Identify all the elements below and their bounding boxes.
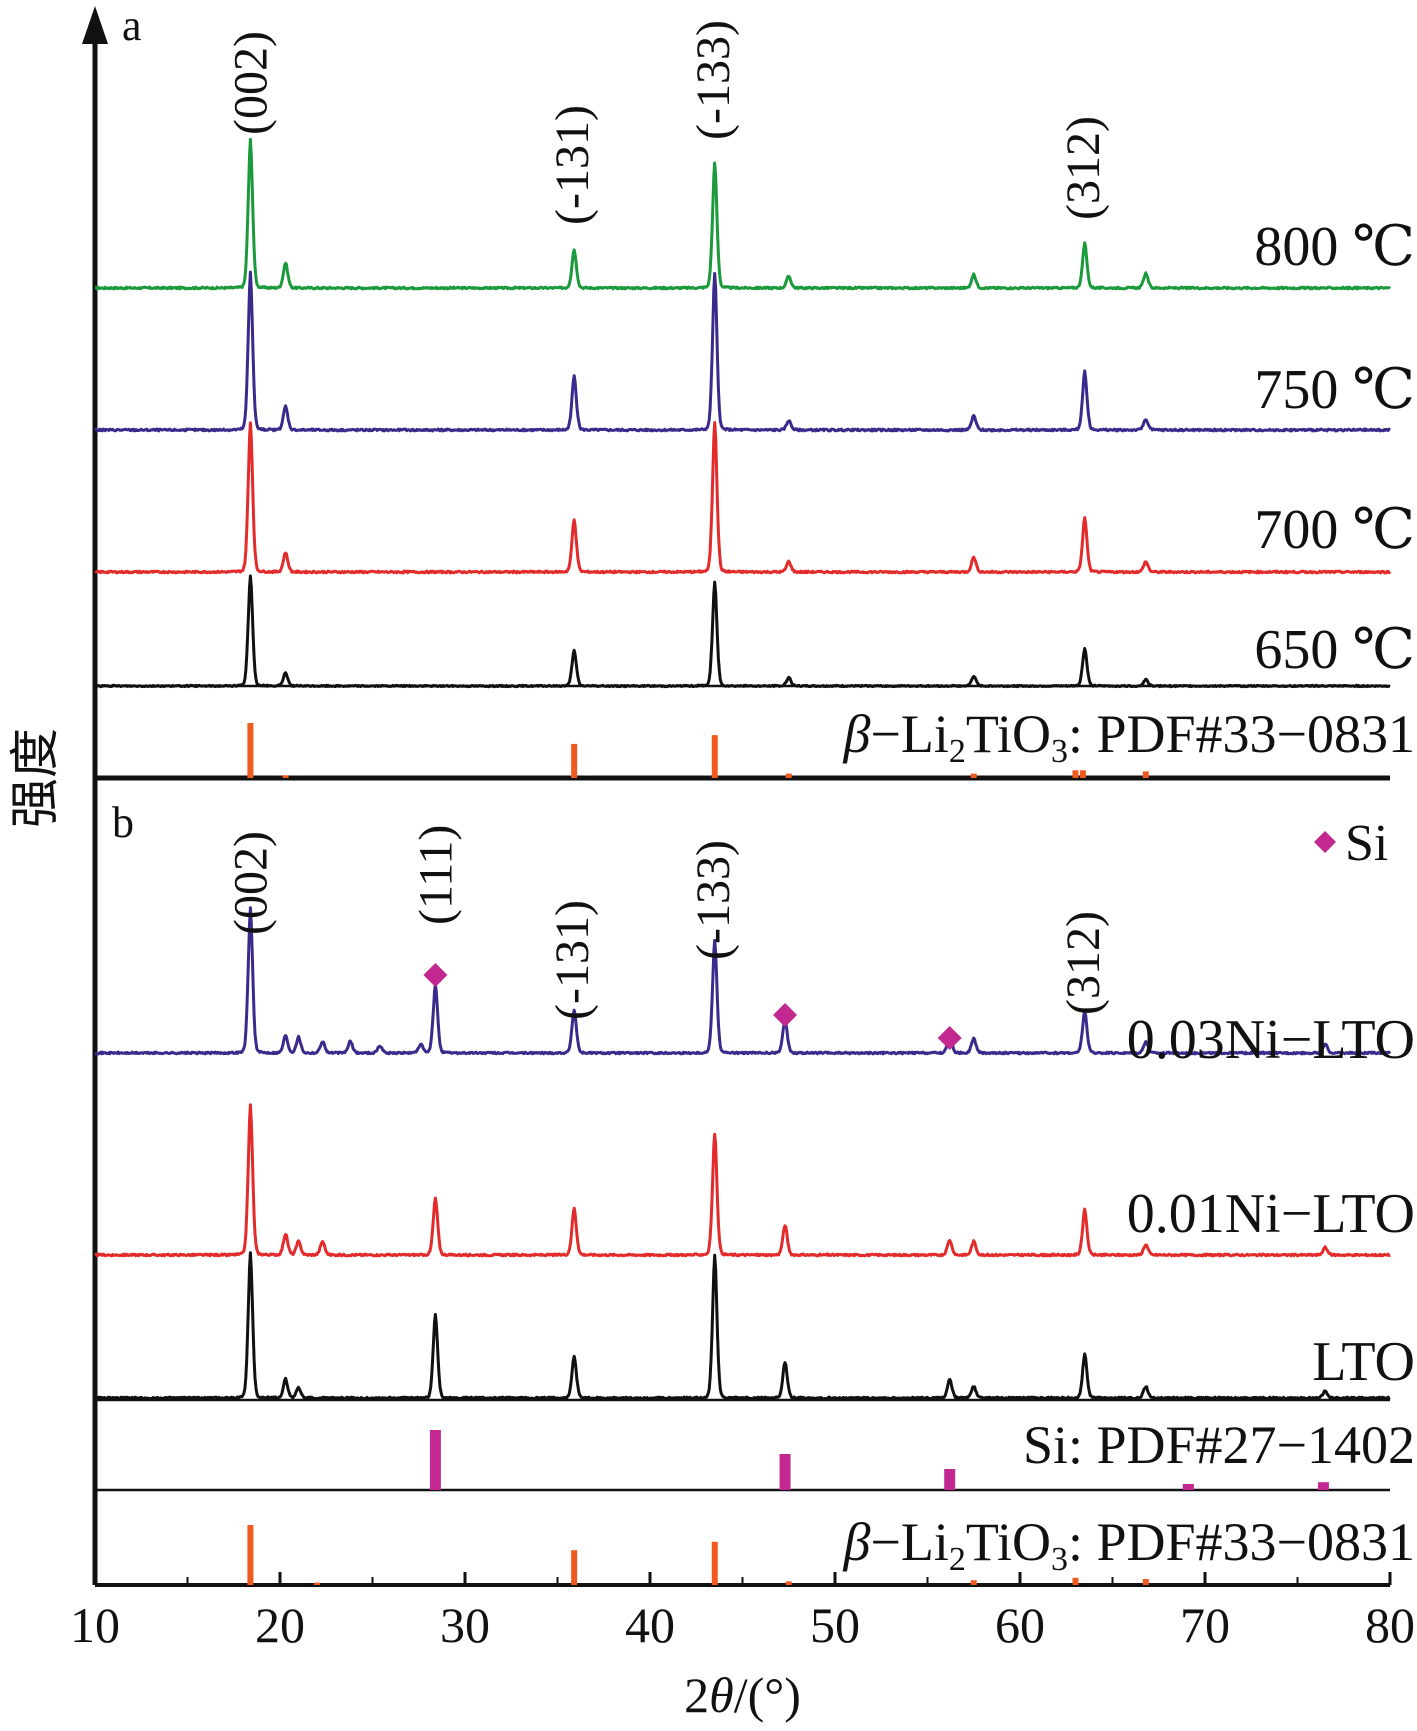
panel-label-b: b <box>112 798 134 847</box>
reference-stick-a <box>785 773 792 778</box>
diffraction-curves <box>94 137 1392 1401</box>
reference-stick-b-lto <box>1072 1577 1079 1585</box>
chart-labels: 10 20 30 40 50 60 70 80 2θ/(°) 强度 a b 800 ℃ 750 ℃ 700 … <box>7 1 1415 1723</box>
reference-stick-b-lto <box>711 1541 718 1585</box>
reference-stick-a <box>1142 771 1149 778</box>
si-marker-icon <box>423 963 448 987</box>
reference-label-b-si: Si: PDF#27−1402 <box>1023 1415 1415 1475</box>
reference-stick-a <box>571 743 578 778</box>
legend-si-icon <box>1314 831 1336 853</box>
reference-stick-b-si <box>429 1430 441 1490</box>
hkl-label-a: (-131) <box>546 105 599 225</box>
series-label-b: 0.03Ni−LTO <box>1127 1009 1415 1071</box>
hkl-label-b: (002) <box>224 831 277 935</box>
reference-stick-b-lto <box>970 1580 977 1585</box>
series-curve-a-1 <box>94 270 1391 433</box>
si-marker-icon <box>773 1003 798 1027</box>
x-tick-label: 50 <box>810 1597 860 1653</box>
reference-stick-b-lto <box>1142 1579 1149 1585</box>
reference-stick-b-si <box>1182 1484 1194 1490</box>
series-curve-b-0 <box>94 906 1392 1056</box>
reference-stick-b-si <box>1317 1482 1329 1490</box>
reference-patterns <box>247 723 1329 1585</box>
x-axis-title: 2θ/(°) <box>684 1667 801 1723</box>
reference-stick-b-lto <box>314 1582 320 1585</box>
reference-stick-b-lto <box>247 1525 254 1585</box>
y-axis-title: 强度 <box>7 728 63 828</box>
axes-frame <box>82 6 1392 1587</box>
series-curve-a-3 <box>94 574 1391 689</box>
reference-stick-b-lto <box>785 1581 792 1585</box>
reference-stick-a <box>282 775 289 778</box>
hkl-label-a: (002) <box>224 31 277 135</box>
series-label-b: LTO <box>1312 1331 1415 1393</box>
x-tick-label: 10 <box>70 1597 120 1653</box>
x-tick-label: 60 <box>995 1597 1045 1653</box>
series-curve-a-2 <box>94 421 1392 575</box>
reference-stick-b-lto <box>571 1550 578 1585</box>
si-marker-icon <box>937 1026 962 1050</box>
series-curve-b-2 <box>94 1251 1391 1401</box>
hkl-label-b: (-131) <box>546 900 599 1020</box>
series-curve-b-1 <box>94 1103 1391 1258</box>
reference-stick-a <box>711 735 718 778</box>
hkl-label-a: (312) <box>1057 116 1110 220</box>
x-tick-label: 30 <box>440 1597 490 1653</box>
reference-label-b-lto: β−Li2TiO3: PDF#33−0831 <box>843 1512 1415 1578</box>
reference-stick-b-si <box>779 1454 791 1490</box>
reference-stick-a <box>970 773 977 778</box>
x-tick-label: 80 <box>1365 1597 1415 1653</box>
series-label-a: 800 ℃ <box>1254 216 1415 278</box>
reference-stick-a <box>1072 770 1079 778</box>
reference-label-a: β−Li2TiO3: PDF#33−0831 <box>843 704 1415 770</box>
reference-stick-a <box>1079 770 1086 778</box>
y-axis-arrow <box>82 6 108 44</box>
legend-si-label: Si <box>1345 815 1388 872</box>
hkl-label-b: (-133) <box>687 840 740 960</box>
panel-label-a: a <box>122 1 142 50</box>
series-label-a: 650 ℃ <box>1254 619 1415 681</box>
series-label-b: 0.01Ni−LTO <box>1127 1183 1415 1245</box>
series-label-a: 700 ℃ <box>1254 499 1415 561</box>
x-tick-label: 70 <box>1180 1597 1230 1653</box>
hkl-label-b: (312) <box>1057 911 1110 1015</box>
series-curve-a-0 <box>94 137 1391 291</box>
series-label-a: 750 ℃ <box>1254 359 1415 421</box>
x-tick-label: 20 <box>255 1597 305 1653</box>
x-tick-label: 40 <box>625 1597 675 1653</box>
reference-stick-b-si <box>944 1469 956 1490</box>
hkl-label-b: (111) <box>409 825 462 925</box>
reference-stick-a <box>247 723 254 778</box>
hkl-label-a: (-133) <box>687 20 740 140</box>
